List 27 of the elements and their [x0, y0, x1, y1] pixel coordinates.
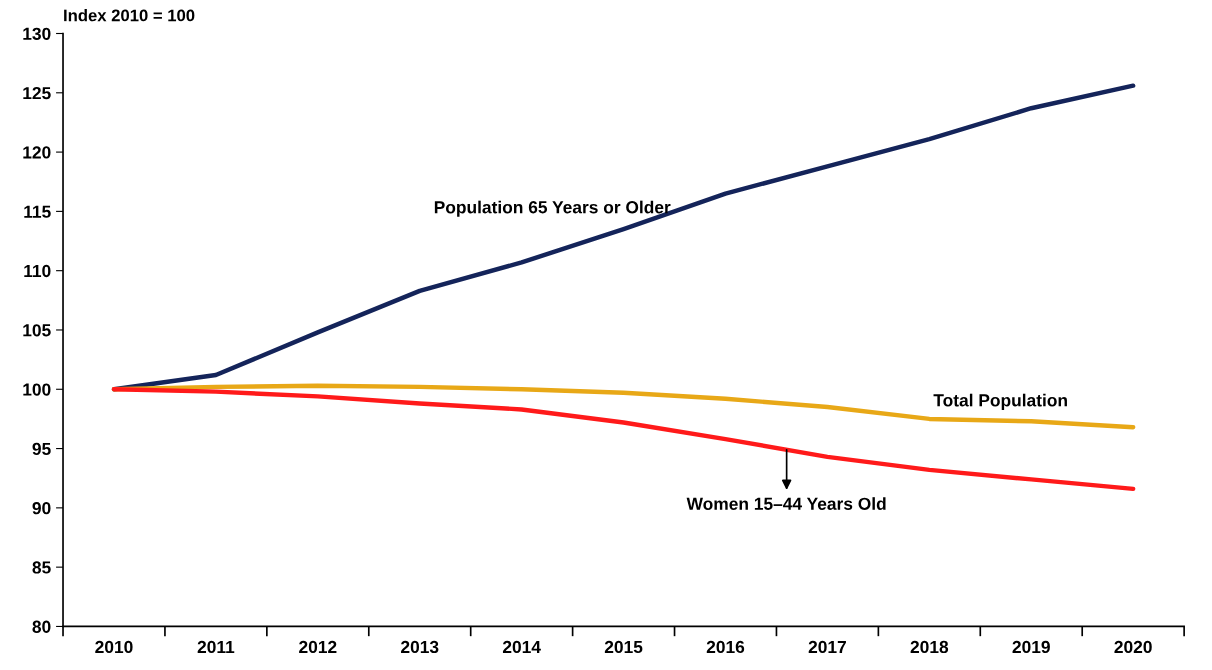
series-label: Population 65 Years or Older: [434, 200, 671, 217]
x-tick-label: 2019: [1012, 640, 1050, 654]
y-tick-label: 80: [32, 620, 51, 633]
x-tick-label: 2015: [604, 640, 643, 654]
y-tick-label: 95: [32, 442, 51, 456]
x-tick-label: 2012: [299, 640, 337, 654]
x-tick-label: 2010: [95, 640, 133, 654]
y-tick-label: 125: [23, 86, 51, 100]
y-tick-label: 100: [23, 383, 51, 396]
series-label: Women 15–44 Years Old: [686, 497, 886, 510]
series-label: Total Population: [933, 393, 1067, 410]
x-tick-label: 2011: [197, 640, 235, 654]
y-tick-label: 115: [24, 205, 51, 218]
y-tick-label: 85: [32, 561, 51, 574]
y-tick-label: 90: [32, 502, 51, 515]
x-tick-label: 2020: [1114, 640, 1152, 654]
x-tick-label: 2018: [910, 640, 949, 654]
x-tick-label: 2016: [706, 640, 745, 654]
y-tick-label: 130: [23, 27, 51, 40]
x-tick-label: 2017: [808, 640, 846, 654]
y-tick-label: 120: [23, 146, 51, 159]
y-tick-label: 110: [24, 264, 51, 278]
x-tick-label: 2013: [401, 640, 439, 654]
y-axis-title: Index 2010 = 100: [64, 9, 195, 22]
line-series: [111, 387, 1136, 492]
y-tick-label: 105: [23, 324, 51, 337]
x-tick-label: 2014: [502, 640, 541, 654]
